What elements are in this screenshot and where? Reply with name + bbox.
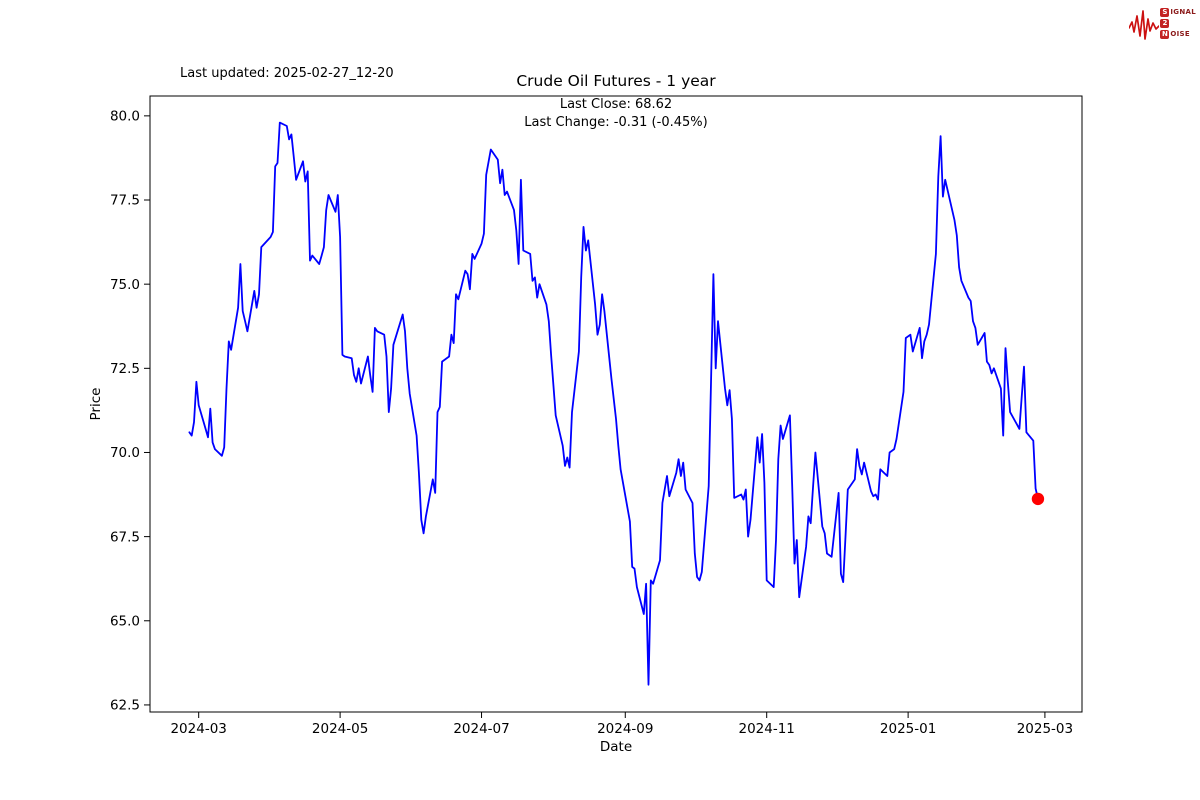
y-tick-label: 72.5 xyxy=(110,361,140,377)
x-tick-label: 2024-07 xyxy=(453,721,509,737)
x-tick-label: 2024-11 xyxy=(738,721,794,737)
logo-s-badge: S xyxy=(1160,7,1170,17)
logo-n-badge: N xyxy=(1160,29,1170,39)
x-axis-label: Date xyxy=(599,739,633,755)
chart-title: Crude Oil Futures - 1 year xyxy=(516,72,716,90)
y-tick-label: 80.0 xyxy=(110,109,140,125)
last-updated-text: Last updated: 2025-02-27_12-20 xyxy=(180,66,394,81)
logo-word-noise: N OISE xyxy=(1160,29,1196,39)
plot-border xyxy=(149,95,1083,713)
y-tick-label: 75.0 xyxy=(110,277,140,293)
y-tick-label: 65.0 xyxy=(110,613,140,629)
last-close-annotation: Last Close: 68.62 xyxy=(559,97,673,112)
x-tick-label: 2024-09 xyxy=(597,721,653,737)
logo-noise-rest: OISE xyxy=(1170,29,1190,38)
y-tick-label: 62.5 xyxy=(110,698,140,714)
x-tick-label: 2024-05 xyxy=(312,721,368,737)
logo-word-2: 2 xyxy=(1160,18,1196,28)
last-close-marker xyxy=(1031,492,1045,506)
x-tick-label: 2024-03 xyxy=(170,721,226,737)
logo-2-badge: 2 xyxy=(1160,18,1170,28)
y-tick-label: 67.5 xyxy=(110,529,140,545)
last-change-annotation: Last Change: -0.31 (-0.45%) xyxy=(524,115,708,130)
price-line xyxy=(188,121,1039,686)
logo-word-signal: S IGNAL xyxy=(1160,7,1196,17)
x-tick-label: 2025-03 xyxy=(1017,721,1073,737)
y-tick-label: 70.0 xyxy=(110,445,140,461)
logo-signal-rest: IGNAL xyxy=(1170,7,1196,16)
y-tick-label: 77.5 xyxy=(110,193,140,209)
signal2noise-logo: S IGNAL 2 N OISE xyxy=(1129,5,1196,41)
heartbeat-waveform-icon xyxy=(1129,10,1160,40)
x-tick-label: 2025-01 xyxy=(880,721,936,737)
